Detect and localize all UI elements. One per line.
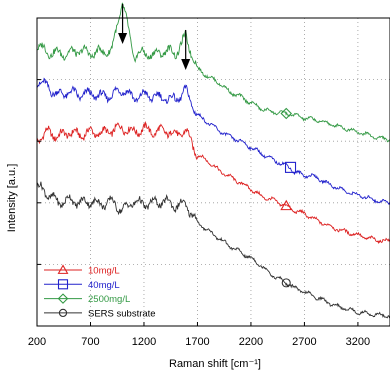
- x-tick-label: 200: [28, 336, 46, 348]
- series-line-3: [36, 181, 390, 319]
- series-marker-0: [280, 199, 293, 211]
- legend-marker: [57, 279, 69, 290]
- legend-marker: [57, 293, 69, 304]
- legend-item: SERS substrate: [44, 308, 156, 319]
- peak-arrow: [181, 30, 191, 70]
- y-axis-label: Intensity [a.u.]: [6, 164, 18, 232]
- legend-label: 40mg/L: [88, 280, 120, 291]
- series-marker-1: [284, 161, 297, 173]
- legend-layer: 10mg/L 40mg/L 2500mg/L SERS substrate: [44, 264, 156, 319]
- series-line-0: [36, 120, 390, 245]
- legend-marker: [58, 308, 68, 318]
- x-tick-label: 2200: [239, 336, 263, 348]
- x-tick-label: 700: [81, 336, 99, 348]
- legend-item: 10mg/L: [44, 264, 120, 277]
- legend-item: 40mg/L: [44, 279, 120, 291]
- series-layer: [36, 2, 390, 319]
- legend-item: 2500mg/L: [44, 293, 130, 305]
- legend-label: 10mg/L: [88, 266, 120, 277]
- series-marker-2: [280, 107, 293, 120]
- series-marker-3: [281, 278, 291, 288]
- legend-marker: [57, 264, 69, 274]
- tick-layer: 200 700 1200 1700 2200 2700 3200: [28, 17, 370, 348]
- legend-label: SERS substrate: [88, 308, 156, 319]
- series-line-1: [36, 77, 390, 206]
- series-line-2: [36, 2, 390, 143]
- x-tick-label: 2700: [292, 336, 316, 348]
- legend-label: 2500mg/L: [88, 294, 130, 305]
- annotation-layer: [118, 4, 191, 70]
- peak-arrow-head: [181, 59, 191, 70]
- x-tick-label: 1700: [185, 336, 209, 348]
- plot-frame: [36, 17, 390, 327]
- peak-arrow: [118, 4, 128, 44]
- frame-layer: [36, 17, 390, 327]
- peak-arrow-head: [118, 33, 128, 44]
- x-axis-label: Raman shift [cm⁻¹]: [169, 358, 261, 370]
- x-tick-label: 1200: [132, 336, 156, 348]
- legend: 10mg/L 40mg/L 2500mg/L SERS substrate: [44, 264, 156, 319]
- x-tick-label: 3200: [346, 336, 370, 348]
